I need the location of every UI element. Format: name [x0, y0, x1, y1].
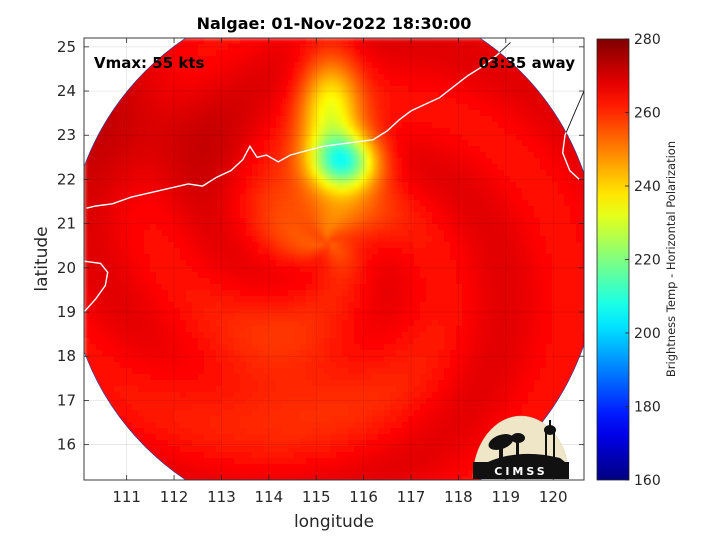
y-tick-label: 25 [57, 38, 76, 56]
logo-silhouette [488, 420, 565, 462]
y-tick-label: 22 [57, 170, 76, 188]
colorbar-tick-label: 280 [634, 32, 661, 48]
x-tick-label: 116 [349, 488, 378, 506]
logo-text: CIMSS [494, 465, 547, 478]
x-tick-label: 111 [112, 488, 141, 506]
x-tick-label: 119 [491, 488, 520, 506]
colorbar [596, 38, 630, 481]
colorbar-tick-label: 240 [634, 179, 661, 195]
y-tick-label: 19 [57, 303, 76, 321]
colorbar-tick-label: 220 [634, 253, 661, 269]
colorbar-tick-label: 260 [634, 106, 661, 122]
hainan-coastline [84, 260, 109, 313]
time-away-annotation: 03:35 away [479, 54, 576, 72]
x-axis-label: longitude [294, 512, 374, 532]
x-tick-label: 117 [397, 488, 426, 506]
y-axis-ticks: 16 17 18 19 20 21 22 23 24 25 [57, 38, 584, 454]
y-tick-label: 21 [57, 215, 76, 233]
colorbar-ticks: 160 180 200 220 240 260 280 [625, 32, 661, 489]
brightness-temp-swath [84, 38, 584, 480]
colorbar-tick-label: 180 [634, 400, 661, 416]
y-tick-label: 24 [57, 82, 76, 100]
x-tick-label: 120 [539, 488, 568, 506]
y-tick-label: 16 [57, 436, 76, 454]
y-tick-label: 17 [57, 391, 76, 409]
colorbar-tick-label: 160 [634, 473, 661, 489]
x-tick-label: 115 [302, 488, 331, 506]
x-axis-ticks: 111 112 113 114 115 116 117 118 119 120 [112, 38, 568, 506]
logo-band [473, 462, 569, 479]
cimss-logo: CIMSS [472, 415, 570, 479]
china-coastline [86, 41, 511, 209]
chart-title: Nalgae: 01-Nov-2022 18:30:00 [197, 14, 472, 33]
y-axis-label: latitude [32, 226, 52, 291]
colorbar-label: Brightness Temp - Horizontal Polarizatio… [664, 141, 678, 377]
grid-lines [84, 38, 584, 480]
y-tick-label: 23 [57, 126, 76, 144]
x-tick-label: 113 [207, 488, 236, 506]
colorbar-tick-label: 200 [634, 326, 661, 342]
x-tick-label: 118 [444, 488, 473, 506]
axes-frame [83, 37, 585, 481]
y-tick-label: 20 [57, 259, 76, 277]
vmax-annotation: Vmax: 55 kts [94, 54, 204, 72]
x-tick-label: 114 [255, 488, 284, 506]
coastline-layer [84, 41, 584, 313]
y-tick-label: 18 [57, 347, 76, 365]
x-tick-label: 112 [160, 488, 189, 506]
